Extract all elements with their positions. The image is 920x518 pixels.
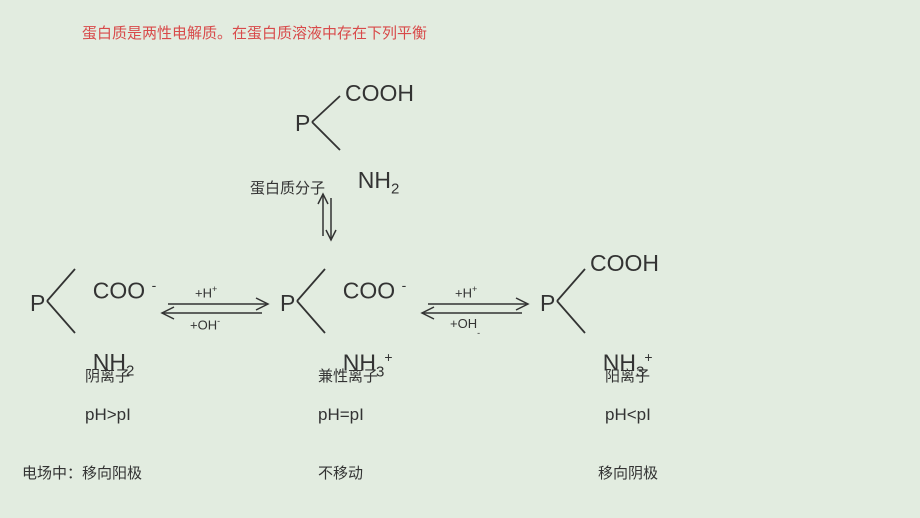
center-bonds: [297, 265, 332, 337]
eq1-forward-sup: +: [212, 284, 217, 294]
top-nh2-base: NH: [358, 167, 391, 193]
left-coo-minus: COO -: [80, 250, 156, 305]
move-to-anode-text: 移向阳极: [82, 465, 142, 482]
center-coo-base: COO: [343, 278, 395, 304]
eq2-reverse-text: +OH: [450, 316, 477, 331]
anion-label: 阴离子: [85, 365, 130, 386]
eq2-reverse: +OH-: [450, 316, 477, 331]
eq1-forward-text: +H: [195, 285, 212, 300]
electric-field-anode: 电场中：移向阳极: [22, 462, 142, 483]
left-coo-base: COO: [93, 278, 145, 304]
eq2-forward-text: +H: [455, 285, 472, 300]
center-coo-minus: COO -: [330, 250, 406, 305]
vertical-equilibrium-arrows: [318, 192, 338, 242]
right-cooh: COOH: [590, 250, 659, 277]
ph-lt: pH<pI: [605, 405, 651, 425]
ph-eq: pH=pI: [318, 405, 364, 425]
eq1-reverse-text: +OH: [190, 317, 217, 332]
eq1-forward: +H+: [195, 284, 217, 300]
top-nh2-sub: 2: [391, 181, 399, 198]
top-bonds: [312, 92, 347, 152]
left-coo-sup: -: [152, 277, 157, 293]
right-p: P: [540, 290, 555, 317]
right-nh3-sup: +: [644, 349, 652, 365]
electric-field-cathode: 移向阴极: [598, 462, 658, 483]
top-nh2: NH2: [345, 140, 399, 198]
cation-label: 阳离子: [605, 365, 650, 386]
eq1-reverse: +OH-: [190, 316, 220, 332]
eq2-reverse-sup: -: [477, 328, 480, 338]
left-p: P: [30, 290, 45, 317]
electric-field-prefix: 电场中：: [22, 465, 82, 482]
title-text: 蛋白质是两性电解质。在蛋白质溶液中存在下列平衡: [82, 22, 427, 43]
electric-field-nomove: 不移动: [318, 462, 363, 483]
left-bonds: [47, 265, 82, 337]
right-bonds: [557, 265, 592, 337]
ph-gt: pH>pI: [85, 405, 131, 425]
top-p: P: [295, 110, 310, 137]
center-coo-sup: -: [402, 277, 407, 293]
zwitterion-label: 兼性离子: [318, 365, 378, 386]
eq1-reverse-sup: -: [217, 316, 220, 326]
center-nh3-sup: +: [384, 349, 392, 365]
eq2-forward-sup: +: [472, 284, 477, 294]
eq2-forward: +H+: [455, 284, 477, 300]
top-cooh: COOH: [345, 80, 414, 107]
center-p: P: [280, 290, 295, 317]
protein-molecule-label: 蛋白质分子: [250, 177, 325, 198]
